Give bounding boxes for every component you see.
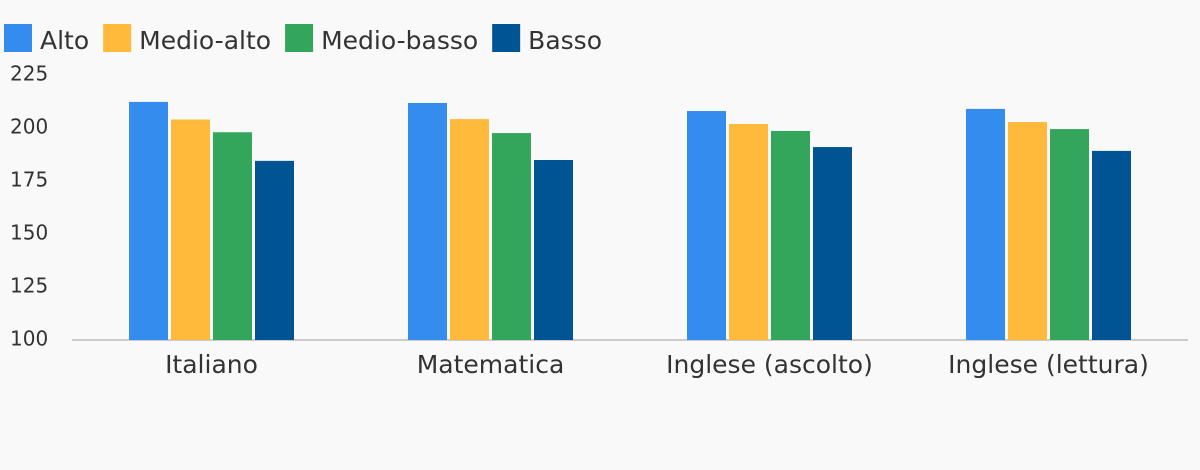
bar xyxy=(771,130,810,340)
bar xyxy=(171,119,210,341)
bar xyxy=(1092,150,1131,340)
legend-label: Basso xyxy=(528,26,602,55)
y-tick-label: 125 xyxy=(10,274,48,298)
legend-swatch xyxy=(492,24,521,52)
bar xyxy=(966,108,1005,340)
x-tick-label: Inglese (lettura) xyxy=(948,350,1149,379)
y-tick-label: 175 xyxy=(10,168,48,192)
x-tick-label: Italiano xyxy=(165,350,258,379)
x-tick-label: Matematica xyxy=(417,350,565,379)
y-tick-label: 150 xyxy=(10,221,48,245)
bar xyxy=(1008,122,1047,341)
bar xyxy=(450,119,489,340)
bar xyxy=(408,102,447,340)
bar xyxy=(729,123,768,340)
legend-label: Alto xyxy=(40,26,89,55)
bar xyxy=(534,160,573,340)
legend-swatch xyxy=(285,24,314,52)
legend-swatch xyxy=(4,24,32,52)
bar xyxy=(213,132,252,340)
bar xyxy=(129,101,168,340)
bar xyxy=(813,147,852,340)
y-tick-label: 200 xyxy=(10,115,48,139)
bar xyxy=(255,160,294,340)
legend-swatch xyxy=(103,24,132,52)
y-tick-label: 225 xyxy=(10,62,48,86)
x-tick-label: Inglese (ascolto) xyxy=(666,350,873,379)
legend-label: Medio-alto xyxy=(139,26,271,55)
bar xyxy=(687,111,726,340)
y-tick-label: 100 xyxy=(10,327,48,351)
bar xyxy=(1050,129,1089,340)
legend-label: Medio-basso xyxy=(321,26,478,55)
bar xyxy=(492,133,531,340)
